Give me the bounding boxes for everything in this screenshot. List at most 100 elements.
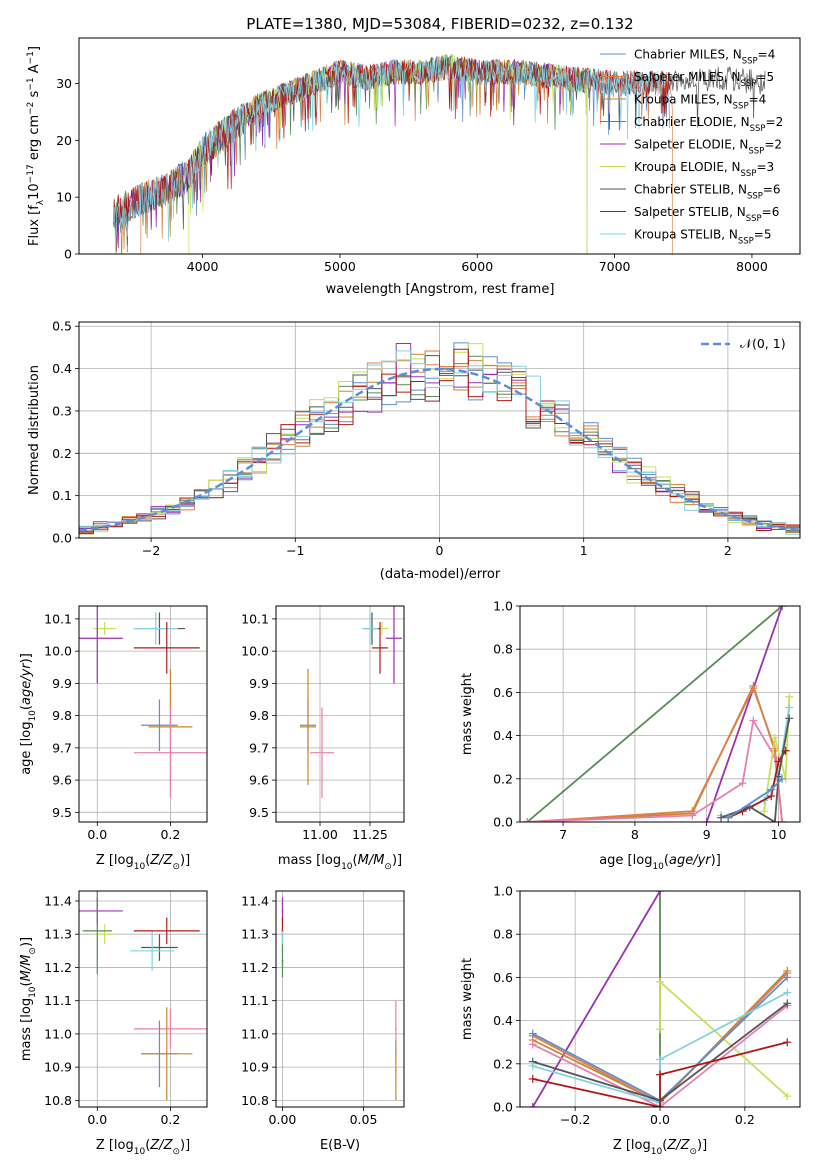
x-tick-label: 6000 xyxy=(461,259,493,274)
plus-marker xyxy=(783,1038,792,1047)
panel-mass-weight-vs-age: 7 8 9 10 0.0 0.2 0.4 0.6 0.8 1.0 age [log10​(age/y… xyxy=(460,599,801,872)
error-bar-marker xyxy=(133,707,207,798)
legend-label: 𝒩(0, 1) xyxy=(740,336,786,351)
y-tick-label: 10.8 xyxy=(44,1093,72,1108)
axis-label: mass weight xyxy=(460,673,475,755)
spectrum-line xyxy=(112,54,588,254)
x-tick-label: −2 xyxy=(142,543,160,558)
y-tick-label: 10 xyxy=(56,190,72,205)
plot-area xyxy=(79,342,800,535)
y-tick-label: 30 xyxy=(56,76,72,91)
plus-marker xyxy=(528,1029,537,1038)
mass-weight-line xyxy=(532,1004,788,1107)
error-bar-marker xyxy=(310,707,334,798)
error-bar-marker xyxy=(141,1007,193,1101)
axis-label: wavelength [Angstrom, rest frame] xyxy=(326,282,555,297)
plus-marker xyxy=(528,1074,537,1083)
mass-weight-line xyxy=(527,719,783,822)
legend-label: Chabrier ELODIE, NSSP=2 xyxy=(634,115,783,134)
plus-marker xyxy=(702,818,711,822)
y-tick-label: 10.9 xyxy=(44,1060,72,1075)
y-tick-label: 10.1 xyxy=(241,611,269,626)
axis-label: age [log10​(age/yr)] xyxy=(19,653,38,775)
y-tick-label: 0.0 xyxy=(52,531,72,546)
y-tick-label: 11.4 xyxy=(241,893,269,908)
x-tick-label: 7000 xyxy=(599,259,631,274)
y-tick-label: 1.0 xyxy=(493,884,513,899)
mass-weight-series xyxy=(528,1038,792,1107)
x-tick-label: 7 xyxy=(559,827,567,842)
y-tick-label: 0.8 xyxy=(493,642,513,657)
y-tick-label: 9.6 xyxy=(52,773,72,788)
plus-marker xyxy=(656,1055,664,1064)
y-tick-label: 0.5 xyxy=(52,319,72,334)
plus-marker xyxy=(656,1103,664,1107)
legend-entry: Salpeter STELIB, NSSP=6 xyxy=(600,205,779,224)
plot-area xyxy=(112,54,766,254)
axis-label: mass [log10​(M/M⊙​)] xyxy=(19,937,38,1061)
x-tick-label: 2 xyxy=(724,543,732,558)
x-tick-label: 0.0 xyxy=(650,1112,670,1127)
plus-marker xyxy=(760,807,769,816)
y-tick-label: 0.1 xyxy=(52,488,72,503)
axis-label: Z [log10​(Z/Z⊙​)] xyxy=(96,853,190,872)
axis-label: E(B-V) xyxy=(320,1138,360,1153)
plus-marker xyxy=(783,1092,792,1101)
error-bar-marker xyxy=(133,1008,207,1049)
y-tick-label: 9.9 xyxy=(249,676,269,691)
panel-mass-vs-Z: 0.0 0.2 10.8 10.9 11.0 11.1 11.2 11.3 11.4 Z [log… xyxy=(19,890,208,1157)
error-bar-marker xyxy=(82,891,112,975)
x-tick-label: 9 xyxy=(703,827,711,842)
y-tick-label: 0.2 xyxy=(493,771,513,786)
y-tick-label: 9.7 xyxy=(52,740,72,755)
plus-marker xyxy=(656,977,664,986)
mass-weight-line xyxy=(532,1041,788,1107)
axes-frame xyxy=(78,605,208,823)
plus-marker xyxy=(749,684,758,693)
legend-label: Kroupa MILES, NSSP=4 xyxy=(634,93,766,112)
axis-label: (data-model)/error xyxy=(380,567,501,582)
panel-mass-weight-vs-Z: −0.2 0.0 0.2 0.0 0.2 0.4 0.6 0.8 1.0 Z [log10​(Z/… xyxy=(460,884,801,1157)
legend: 𝒩(0, 1) xyxy=(701,336,786,351)
legend: Chabrier MILES, NSSP=4 Salpeter MILES, NS… xyxy=(600,48,783,247)
gaussian-curve xyxy=(79,367,800,532)
x-tick-label: 0.0 xyxy=(87,1112,107,1127)
error-bar-marker xyxy=(141,934,178,961)
y-tick-label: 1.0 xyxy=(493,599,513,614)
legend-label: Salpeter STELIB, NSSP=6 xyxy=(634,205,779,224)
plus-marker xyxy=(778,818,787,822)
y-tick-label: 11.1 xyxy=(44,993,72,1008)
y-tick-label: 0.4 xyxy=(52,361,72,376)
x-tick-label: −1 xyxy=(286,543,304,558)
mass-weight-line xyxy=(705,606,783,822)
plot-area xyxy=(300,606,402,798)
y-tick-label: 0.2 xyxy=(52,446,72,461)
x-tick-label: 10 xyxy=(771,827,787,842)
legend-entry: Kroupa STELIB, NSSP=5 xyxy=(600,228,772,247)
error-bar-marker xyxy=(300,668,316,785)
y-tick-label: 9.6 xyxy=(249,773,269,788)
mass-weight-series xyxy=(702,606,787,822)
x-tick-label: 8000 xyxy=(736,259,768,274)
x-tick-label: 0.2 xyxy=(160,1112,180,1127)
mass-weight-series xyxy=(528,891,664,1107)
axes-frame xyxy=(78,37,801,255)
spectrum-line xyxy=(140,55,673,254)
y-tick-label: 0.4 xyxy=(493,1013,513,1028)
plot-area xyxy=(281,897,397,1101)
legend-entry: Kroupa MILES, NSSP=4 xyxy=(600,93,766,112)
plus-marker xyxy=(785,714,794,723)
axis-label: Z [log10​(Z/Z⊙​)] xyxy=(613,1138,707,1157)
y-tick-label: 9.5 xyxy=(52,805,72,820)
plus-marker xyxy=(528,1040,537,1049)
error-bar-marker xyxy=(372,622,388,674)
x-tick-label: 0 xyxy=(436,543,444,558)
error-bar-marker xyxy=(133,612,178,645)
y-tick-label: 0.3 xyxy=(52,403,72,418)
plus-marker xyxy=(724,813,733,822)
y-tick-label: 0.4 xyxy=(493,728,513,743)
y-tick-label: 0.0 xyxy=(493,1100,513,1115)
mass-weight-line xyxy=(526,606,783,822)
y-tick-label: 11.0 xyxy=(44,1026,72,1041)
